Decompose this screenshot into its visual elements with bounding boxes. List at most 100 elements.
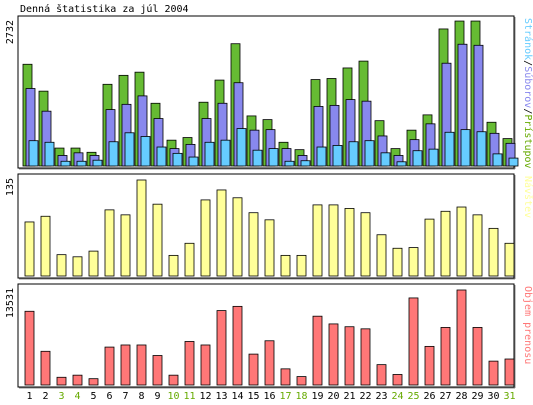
bottom-bar-objem-prenosu-11 (184, 341, 195, 386)
middle-bar-n-v-tev-18 (296, 254, 307, 277)
x-tick-label-20: 20 (327, 391, 339, 402)
top-bar-str-nok-7 (124, 132, 135, 167)
bottom-bar-objem-prenosu-28 (456, 289, 467, 386)
middle-bar-n-v-tev-25 (408, 247, 419, 277)
x-tick-label-29: 29 (471, 391, 483, 402)
x-tick-label-5: 5 (90, 391, 96, 402)
bottom-bar-objem-prenosu-6 (104, 346, 115, 386)
bottom-bar-objem-prenosu-14 (232, 305, 243, 386)
bottom-bar-objem-prenosu-18 (296, 376, 307, 386)
top-bar-str-nok-9 (156, 146, 167, 167)
top-bar-str-nok-11 (188, 156, 199, 167)
bottom-bar-objem-prenosu-8 (136, 344, 147, 386)
bottom-legend-part-0: Objem prenosu (522, 286, 533, 364)
bottom-legend-label: Objem prenosu (522, 286, 533, 364)
x-tick-label-18: 18 (295, 391, 307, 402)
middle-bar-n-v-tev-29 (472, 214, 483, 277)
bottom-bar-objem-prenosu-15 (248, 353, 259, 386)
x-tick-label-3: 3 (58, 391, 64, 402)
bottom-bar-objem-prenosu-7 (120, 344, 131, 386)
top-bar-str-nok-19 (316, 146, 327, 167)
top-bar-str-nok-27 (444, 131, 455, 167)
x-tick-label-7: 7 (122, 391, 128, 402)
x-tick-label-14: 14 (231, 391, 243, 402)
top-bar-str-nok-3 (60, 160, 71, 167)
middle-bar-n-v-tev-2 (40, 215, 51, 277)
top-chart-group: 2732 Stránok/Súborov/Prístupov (5, 15, 533, 170)
bottom-bar-objem-prenosu-27 (440, 327, 451, 386)
x-tick-label-12: 12 (199, 391, 211, 402)
x-tick-label-9: 9 (154, 391, 160, 402)
middle-bar-n-v-tev-16 (264, 219, 275, 277)
middle-bar-n-v-tev-20 (328, 204, 339, 277)
top-bar-str-nok-6 (108, 141, 119, 167)
chart-title: Denná štatistika za júl 2004 (20, 3, 189, 15)
bottom-bar-objem-prenosu-9 (152, 355, 163, 386)
bottom-bar-objem-prenosu-23 (376, 364, 387, 386)
bottom-bar-objem-prenosu-26 (424, 345, 435, 386)
middle-bar-n-v-tev-1 (24, 221, 35, 277)
top-bar-str-nok-2 (44, 141, 55, 167)
middle-bar-n-v-tev-23 (376, 234, 387, 277)
middle-bar-n-v-tev-8 (136, 179, 147, 277)
x-tick-label-16: 16 (263, 391, 275, 402)
middle-bar-n-v-tev-19 (312, 204, 323, 277)
bottom-bar-objem-prenosu-16 (264, 340, 275, 386)
middle-bar-n-v-tev-27 (440, 210, 451, 277)
x-tick-label-30: 30 (487, 391, 499, 402)
middle-bar-n-v-tev-10 (168, 254, 179, 277)
top-bar-str-nok-14 (236, 128, 247, 167)
top-bar-str-nok-31 (508, 157, 519, 167)
x-tick-label-22: 22 (359, 391, 371, 402)
top-bar-str-nok-17 (284, 160, 295, 167)
top-legend-part-1: / (522, 60, 533, 66)
middle-bar-n-v-tev-3 (56, 254, 67, 277)
top-bar-str-nok-4 (76, 160, 87, 167)
top-bar-str-nok-12 (204, 141, 215, 167)
top-bar-str-nok-10 (172, 152, 183, 167)
middle-legend-part-0: Návštev (522, 176, 533, 218)
x-tick-label-8: 8 (138, 391, 144, 402)
top-bar-str-nok-25 (412, 150, 423, 167)
top-legend-part-3: / (522, 108, 533, 114)
middle-bar-n-v-tev-4 (72, 256, 83, 277)
middle-bar-n-v-tev-30 (488, 227, 499, 277)
x-tick-label-15: 15 (247, 391, 259, 402)
top-legend-label: Stránok/Súborov/Prístupov (522, 18, 533, 169)
middle-bar-n-v-tev-12 (200, 199, 211, 277)
x-tick-label-2: 2 (42, 391, 48, 402)
top-max-label: 2732 (5, 20, 16, 44)
x-tick-label-25: 25 (407, 391, 419, 402)
x-tick-label-27: 27 (439, 391, 451, 402)
x-tick-label-1: 1 (26, 391, 32, 402)
top-bar-str-nok-21 (348, 141, 359, 167)
x-tick-label-10: 10 (167, 391, 179, 402)
middle-bar-n-v-tev-7 (120, 214, 131, 277)
x-tick-label-19: 19 (311, 391, 323, 402)
middle-bar-n-v-tev-14 (232, 197, 243, 277)
bottom-bar-objem-prenosu-24 (392, 374, 403, 386)
bottom-bar-objem-prenosu-13 (216, 310, 227, 386)
x-tick-label-31: 31 (503, 391, 515, 402)
bottom-bar-objem-prenosu-5 (88, 378, 99, 386)
middle-bar-n-v-tev-13 (216, 189, 227, 277)
top-legend-part-0: Stránok (522, 18, 533, 60)
middle-max-label: 135 (5, 178, 16, 196)
middle-bar-n-v-tev-17 (280, 254, 291, 277)
top-bar-str-nok-22 (364, 140, 375, 167)
top-legend-part-4: Prístupov (522, 114, 533, 168)
bottom-bar-objem-prenosu-3 (56, 376, 67, 386)
top-bar-str-nok-23 (380, 152, 391, 167)
top-bar-str-nok-8 (140, 136, 151, 167)
middle-bar-n-v-tev-5 (88, 250, 99, 277)
middle-bar-n-v-tev-22 (360, 212, 371, 277)
top-bar-str-nok-1 (28, 140, 39, 167)
bottom-bar-objem-prenosu-21 (344, 326, 355, 386)
top-legend-part-2: Súborov (522, 66, 533, 108)
middle-legend-label: Návštev (522, 176, 533, 218)
bottom-bar-objem-prenosu-10 (168, 374, 179, 386)
x-tick-label-26: 26 (423, 391, 435, 402)
x-tick-label-17: 17 (279, 391, 291, 402)
middle-bar-n-v-tev-31 (504, 242, 515, 277)
